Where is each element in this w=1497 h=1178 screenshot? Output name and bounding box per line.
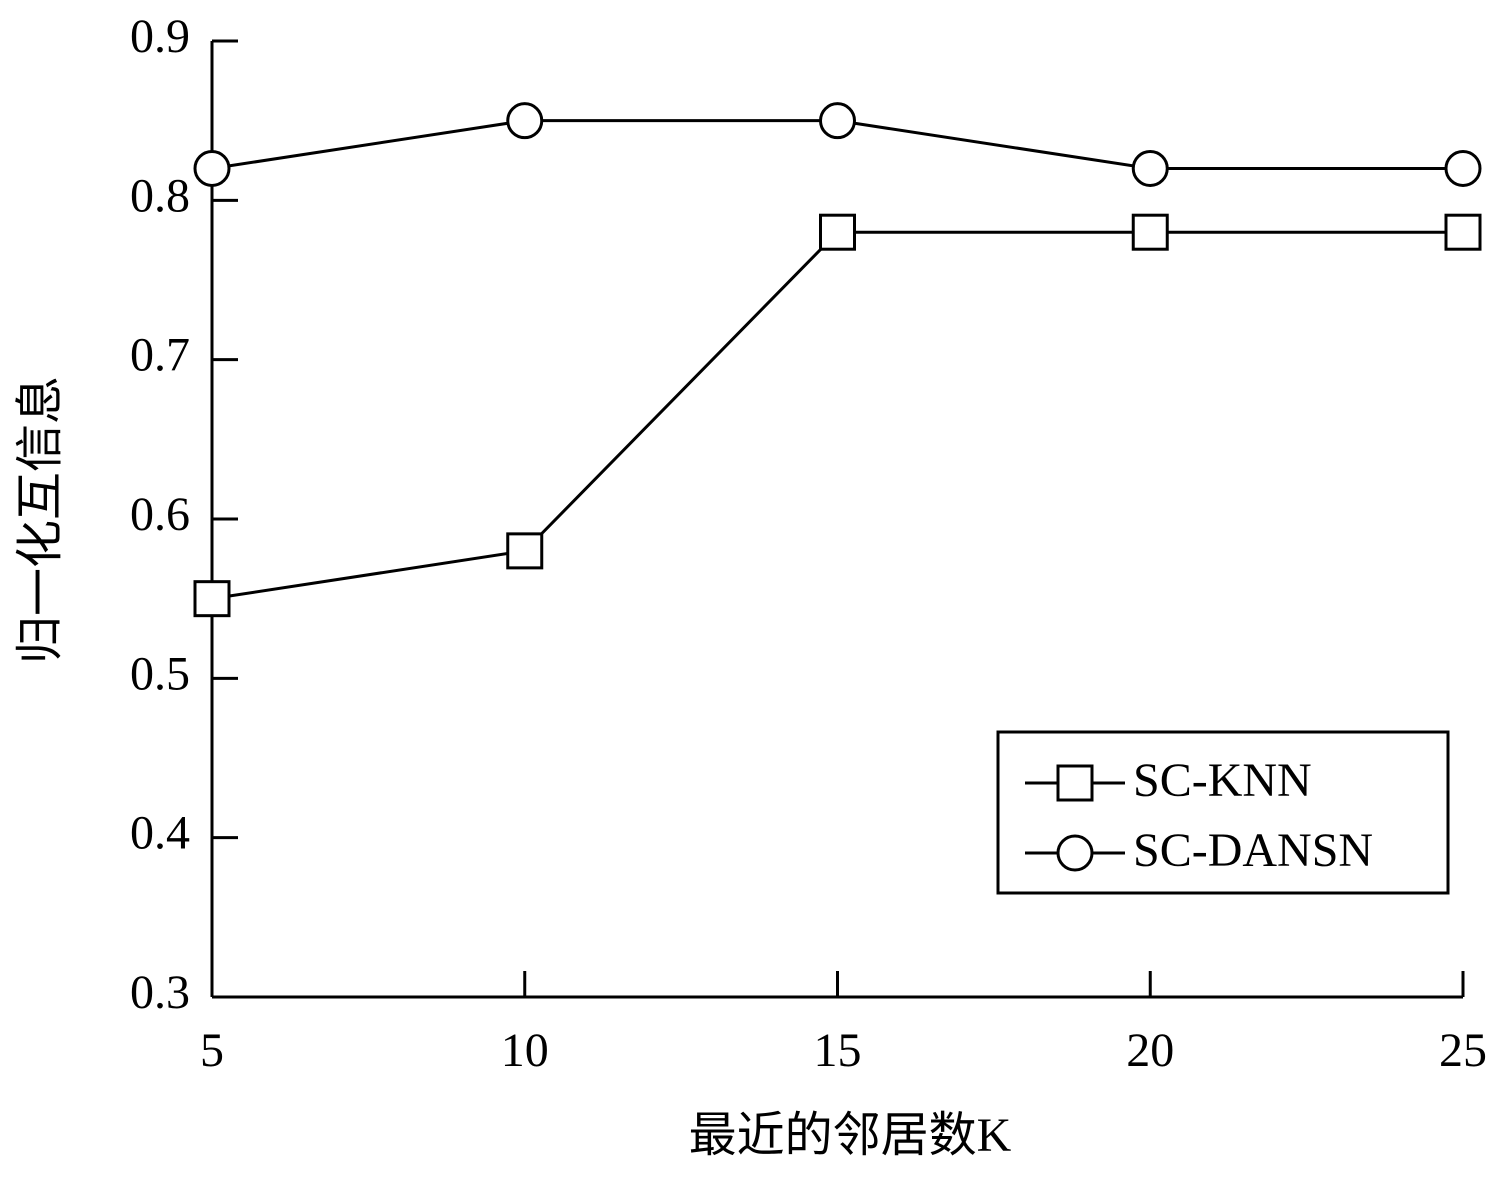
series-line (211, 230, 1463, 601)
y-axis-label: 归一化互信息 (14, 376, 67, 664)
marker (506, 532, 544, 570)
x-tick-label: 15 (814, 1024, 862, 1077)
y-tick-label: 0.5 (130, 647, 190, 700)
legend-marker (1056, 764, 1094, 802)
y-tick-label: 0.7 (130, 329, 190, 382)
marker (193, 149, 231, 187)
marker (1444, 149, 1482, 187)
marker (819, 213, 856, 251)
x-tick-label: 5 (200, 1024, 224, 1077)
marker (819, 102, 856, 140)
marker (1131, 149, 1169, 187)
legend-label: SC-KNN (1133, 754, 1312, 807)
marker (1444, 213, 1482, 251)
marker (506, 102, 544, 140)
y-tick-label: 0.3 (130, 966, 190, 1019)
marker (193, 580, 231, 618)
x-tick-label: 10 (501, 1024, 549, 1077)
x-tick-label: 25 (1439, 1024, 1487, 1077)
y-tick-label: 0.9 (130, 10, 190, 63)
legend-label: SC-DANSN (1133, 824, 1373, 877)
x-tick-label: 20 (1126, 1024, 1174, 1077)
y-tick-label: 0.4 (130, 807, 190, 860)
marker (1131, 213, 1169, 251)
y-tick-label: 0.6 (130, 488, 190, 541)
x-axis-label: 最近的邻居数K (689, 1109, 1012, 1162)
legend-marker (1056, 834, 1094, 872)
y-tick-label: 0.8 (130, 169, 190, 222)
